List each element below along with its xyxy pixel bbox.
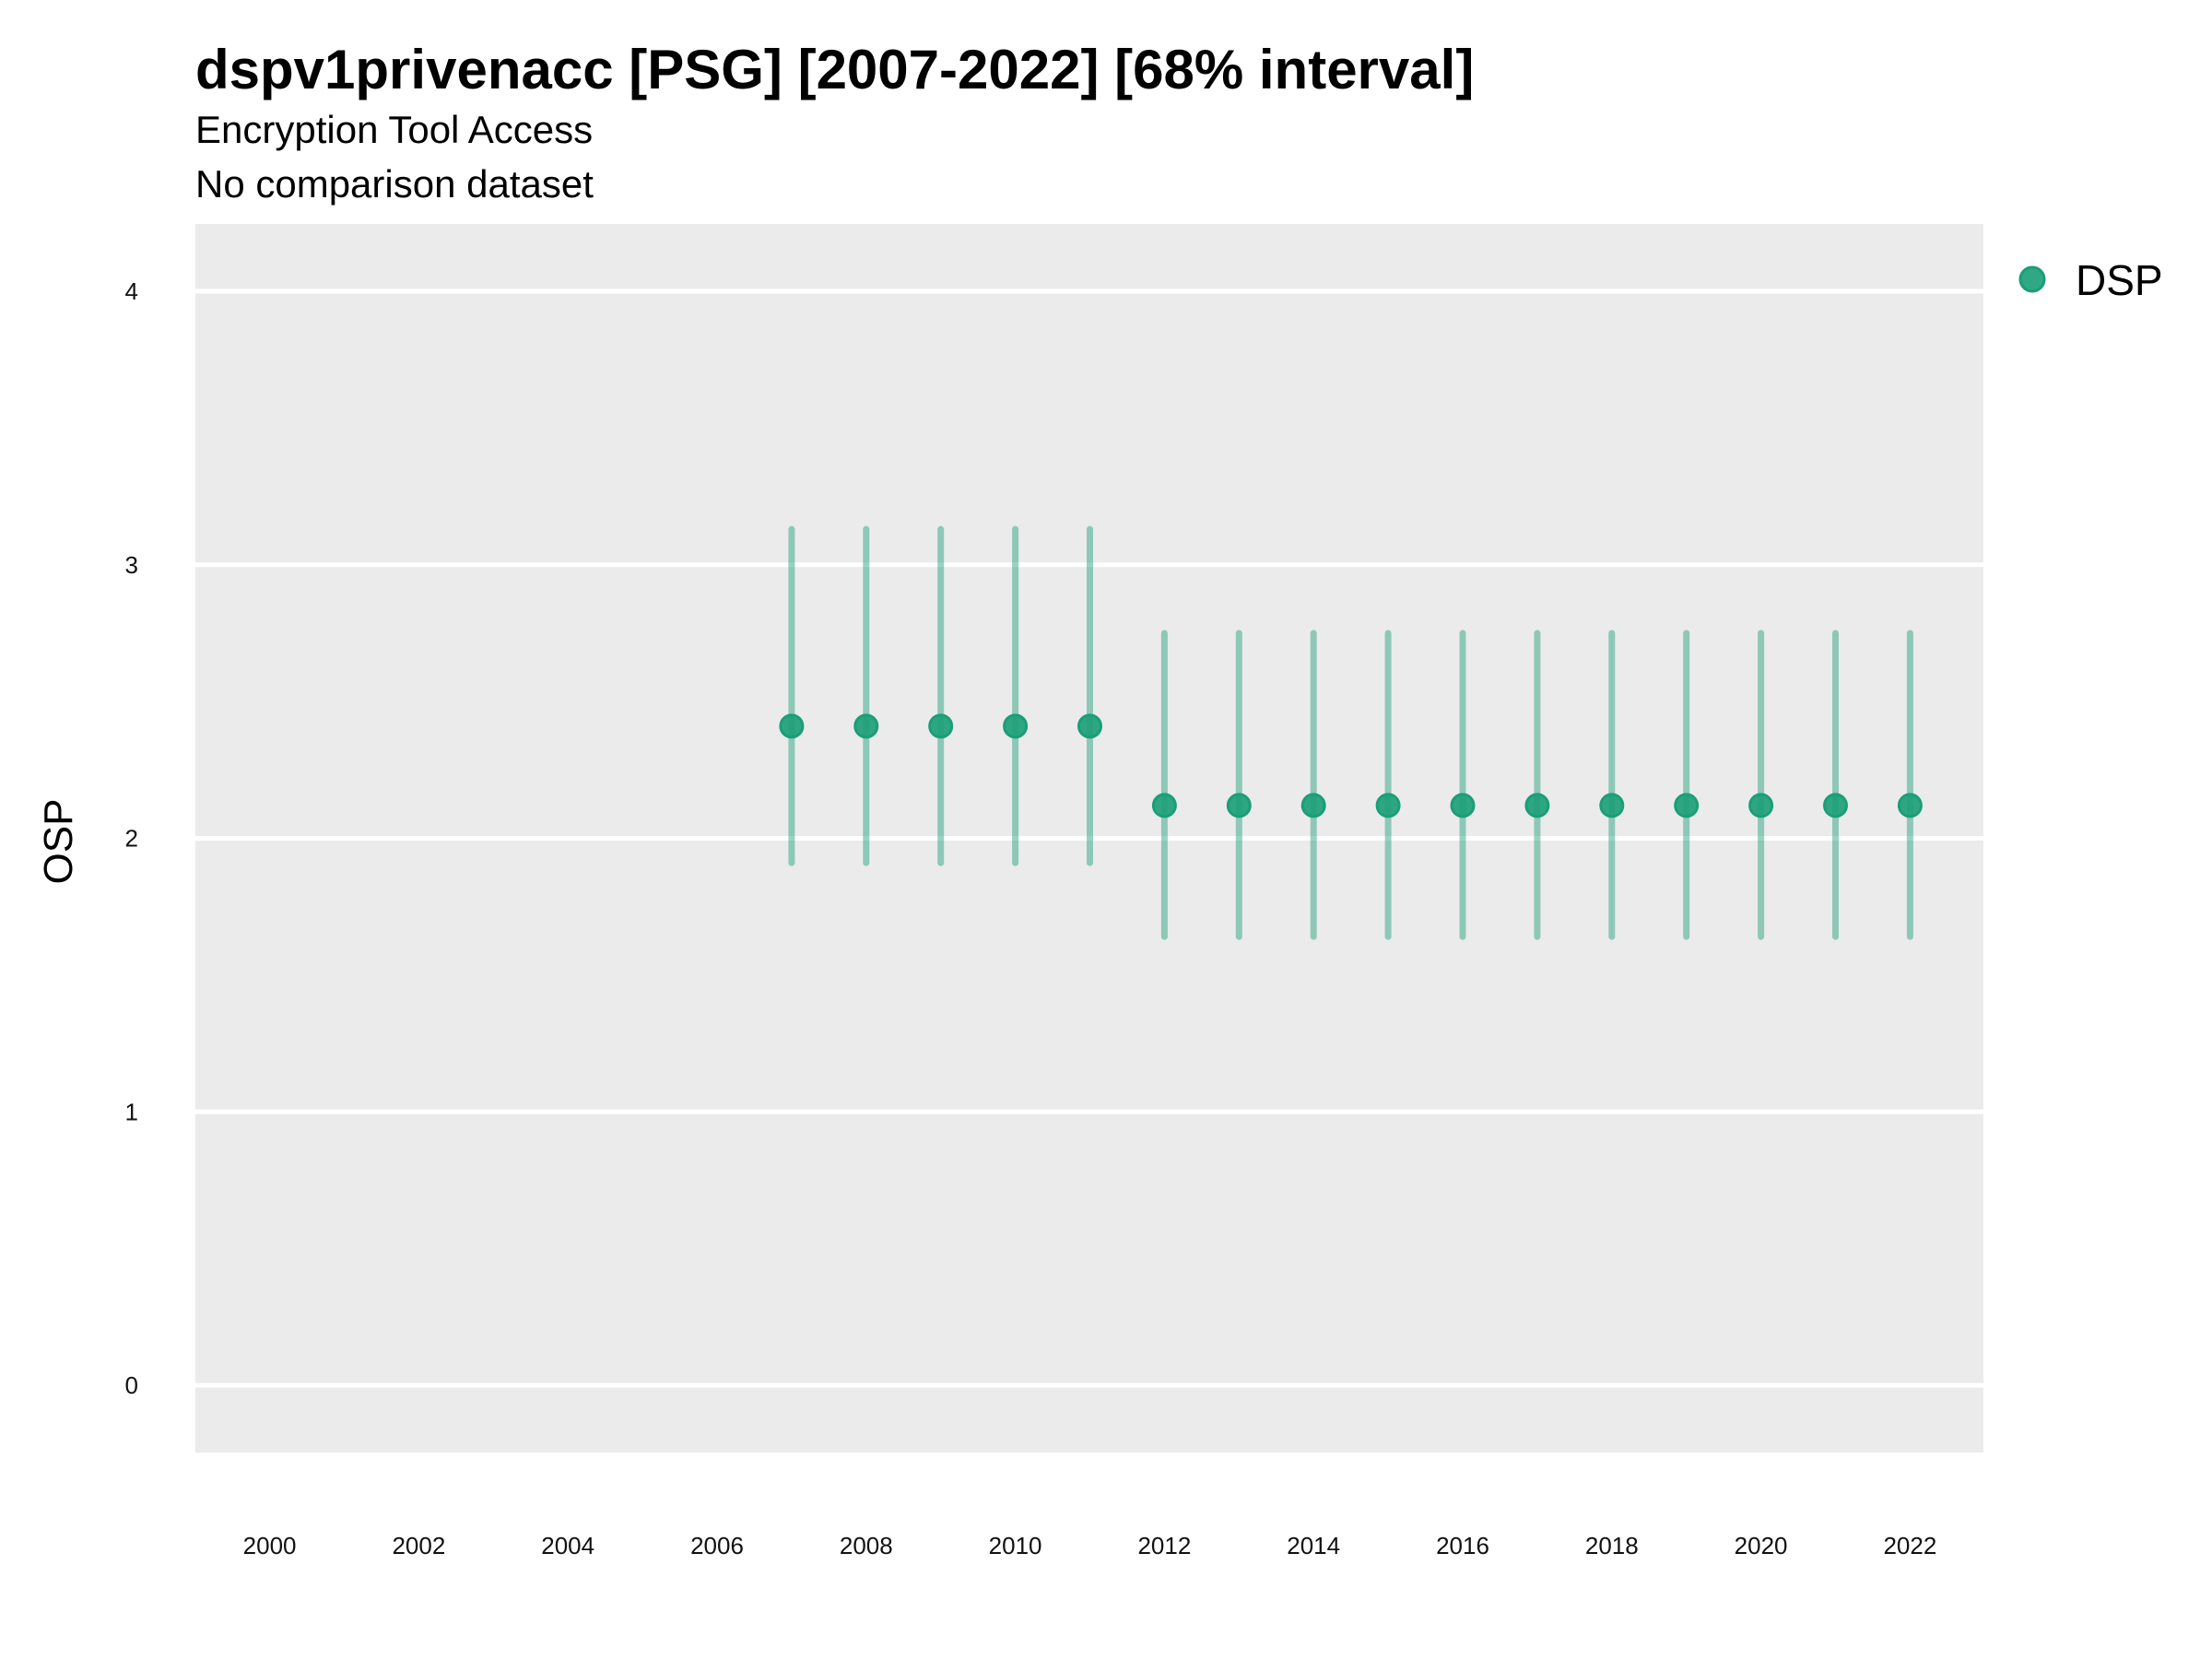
- data-point-2008: [853, 713, 879, 739]
- data-point-2015: [1375, 793, 1401, 818]
- x-tick-label: 2018: [1585, 1532, 1639, 1559]
- x-tick-label: 2002: [392, 1532, 445, 1559]
- y-axis-label: OSP: [36, 799, 81, 885]
- x-tick-label: 2014: [1287, 1532, 1340, 1559]
- legend: DSP: [2018, 256, 2163, 304]
- data-point-2007: [779, 713, 805, 739]
- legend-key-dsp: [2018, 265, 2046, 293]
- data-point-2019: [1674, 793, 1700, 818]
- data-point-2022: [1897, 793, 1923, 818]
- x-tick-label: 2016: [1436, 1532, 1489, 1559]
- data-point-2013: [1226, 793, 1252, 818]
- x-tick-label: 2020: [1735, 1532, 1788, 1559]
- data-point-2014: [1300, 793, 1326, 818]
- x-tick-label: 2010: [989, 1532, 1042, 1559]
- legend-label-dsp: DSP: [2076, 256, 2163, 304]
- data-point-2012: [1151, 793, 1177, 818]
- data-point-2010: [1003, 713, 1029, 739]
- y-tick-label: 2: [125, 825, 138, 853]
- x-tick-label: 2008: [840, 1532, 893, 1559]
- chart-caption: No comparison dataset: [195, 162, 594, 206]
- chart-subtitle: Encryption Tool Access: [195, 108, 593, 151]
- y-tick-label: 0: [125, 1371, 138, 1399]
- x-tick-label: 2006: [690, 1532, 744, 1559]
- chart-title: dspv1privenacc [PSG] [2007-2022] [68% in…: [195, 39, 1474, 100]
- y-tick-label: 3: [125, 551, 138, 579]
- data-point-2017: [1524, 793, 1550, 818]
- data-point-2018: [1599, 793, 1625, 818]
- data-point-2021: [1823, 793, 1848, 818]
- x-tick-label: 2004: [541, 1532, 594, 1559]
- data-point-2011: [1077, 713, 1102, 739]
- x-tick-label: 2022: [1883, 1532, 1936, 1559]
- data-point-2016: [1450, 793, 1476, 818]
- data-point-2020: [1748, 793, 1774, 818]
- x-tick-label: 2012: [1137, 1532, 1191, 1559]
- y-tick-label: 4: [125, 277, 138, 305]
- data-point-2009: [928, 713, 954, 739]
- y-tick-label: 1: [125, 1098, 138, 1125]
- x-tick-label: 2000: [243, 1532, 297, 1559]
